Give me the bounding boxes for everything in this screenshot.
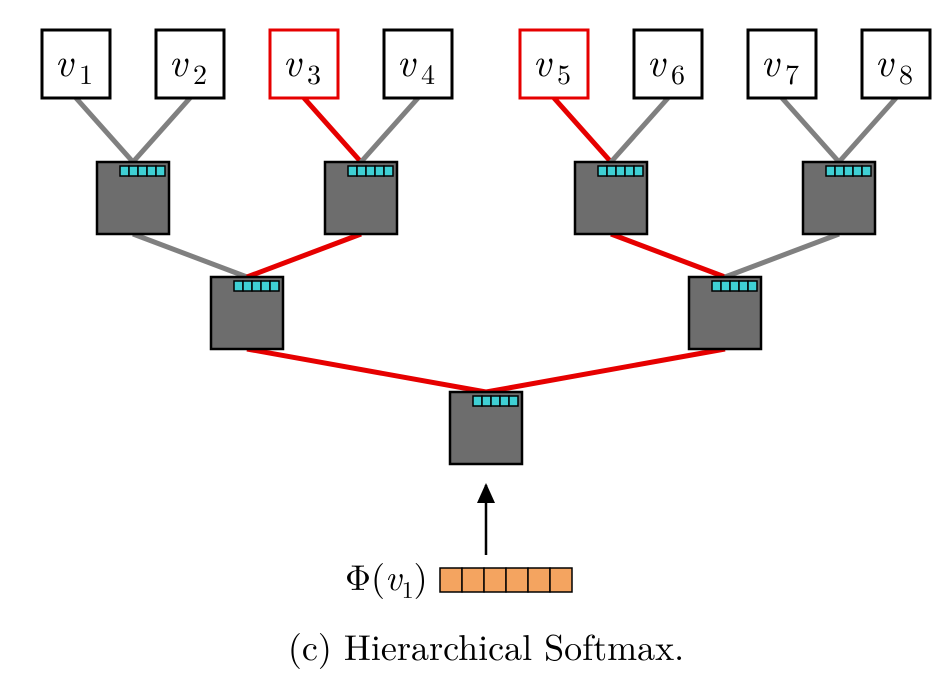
embedding-cell (853, 166, 862, 176)
leaf-node: v2 (156, 30, 224, 98)
input-cell (506, 568, 528, 592)
embedding-cell (243, 281, 252, 291)
embedding-cell (844, 166, 853, 176)
arrow-layer (477, 483, 495, 555)
leaf-subscript: 1 (79, 53, 93, 93)
input-cell (484, 568, 506, 592)
tree-edge (725, 234, 839, 277)
tree-edge (76, 98, 133, 162)
tree-edge (611, 98, 668, 162)
embedding-cell (156, 166, 165, 176)
leaf-nodes-layer: v1v2v3v4v5v6v7v8 (42, 30, 930, 98)
tree-edge (486, 349, 725, 392)
embedding-cell (634, 166, 643, 176)
input-cell (440, 568, 462, 592)
inner-node (211, 277, 283, 349)
tree-edge (133, 98, 190, 162)
embedding-cell (384, 166, 393, 176)
inner-node (450, 392, 522, 464)
caption: (c) Hierarchical Softmax. (288, 620, 684, 671)
embedding-cell (835, 166, 844, 176)
embedding-cell (748, 281, 757, 291)
inner-node (803, 162, 875, 234)
leaf-node: v6 (634, 30, 702, 98)
leaf-subscript: 7 (785, 53, 799, 93)
arrow-head (477, 483, 495, 503)
inner-node (325, 162, 397, 234)
leaf-node: v5 (520, 30, 588, 98)
inner-node (689, 277, 761, 349)
embedding-cell (473, 396, 482, 406)
tree-edge (782, 98, 839, 162)
tree-edge (361, 98, 418, 162)
embedding-cell (252, 281, 261, 291)
leaf-node: v4 (384, 30, 452, 98)
embedding-cell (234, 281, 243, 291)
embedding-cell (129, 166, 138, 176)
embedding-cell (138, 166, 147, 176)
embedding-cell (147, 166, 156, 176)
embedding-cell (730, 281, 739, 291)
input-cell (550, 568, 572, 592)
embedding-cell (826, 166, 835, 176)
leaf-subscript: 3 (307, 53, 321, 93)
tree-edge (133, 234, 247, 277)
embedding-cell (598, 166, 607, 176)
tree-edge (611, 234, 725, 277)
input-cell (528, 568, 550, 592)
leaf-subscript: 4 (421, 53, 435, 93)
embedding-cell (625, 166, 634, 176)
embedding-cell (739, 281, 748, 291)
embedding-cell (509, 396, 518, 406)
leaf-label: v (533, 31, 553, 88)
inner-node (97, 162, 169, 234)
leaf-label: v (761, 31, 781, 88)
leaf-label: v (169, 31, 189, 88)
embedding-cell (721, 281, 730, 291)
embedding-cell (862, 166, 871, 176)
leaf-node: v3 (270, 30, 338, 98)
embedding-cell (482, 396, 491, 406)
tree-edge (247, 349, 486, 392)
leaf-subscript: 8 (899, 53, 913, 93)
leaf-label: v (397, 31, 417, 88)
embedding-cell (616, 166, 625, 176)
embedding-cell (500, 396, 509, 406)
embedding-cell (120, 166, 129, 176)
tree-edge (247, 234, 361, 277)
leaf-node: v7 (748, 30, 816, 98)
input-vector-layer (440, 568, 572, 592)
tree-edge (304, 98, 361, 162)
leaf-subscript: 2 (193, 53, 207, 93)
leaf-label: v (647, 31, 667, 88)
embedding-cell (261, 281, 270, 291)
tree-edge (554, 98, 611, 162)
phi-label: Φ(v1) (345, 550, 428, 605)
embedding-cell (348, 166, 357, 176)
leaf-node: v8 (862, 30, 930, 98)
embedding-cell (712, 281, 721, 291)
embedding-cell (357, 166, 366, 176)
edges-layer (76, 98, 896, 392)
inner-nodes-layer (97, 162, 875, 464)
embedding-cell (366, 166, 375, 176)
input-cell (462, 568, 484, 592)
leaf-node: v1 (42, 30, 110, 98)
hierarchical-softmax-diagram: v1v2v3v4v5v6v7v8 Φ(v1)(c) Hierarchical S… (0, 0, 950, 692)
embedding-cell (375, 166, 384, 176)
embedding-cell (607, 166, 616, 176)
embedding-cell (270, 281, 279, 291)
leaf-label: v (875, 31, 895, 88)
inner-node (575, 162, 647, 234)
leaf-subscript: 6 (671, 53, 685, 93)
leaf-label: v (55, 31, 75, 88)
leaf-label: v (283, 31, 303, 88)
leaf-subscript: 5 (557, 53, 571, 93)
embedding-cell (491, 396, 500, 406)
tree-edge (839, 98, 896, 162)
